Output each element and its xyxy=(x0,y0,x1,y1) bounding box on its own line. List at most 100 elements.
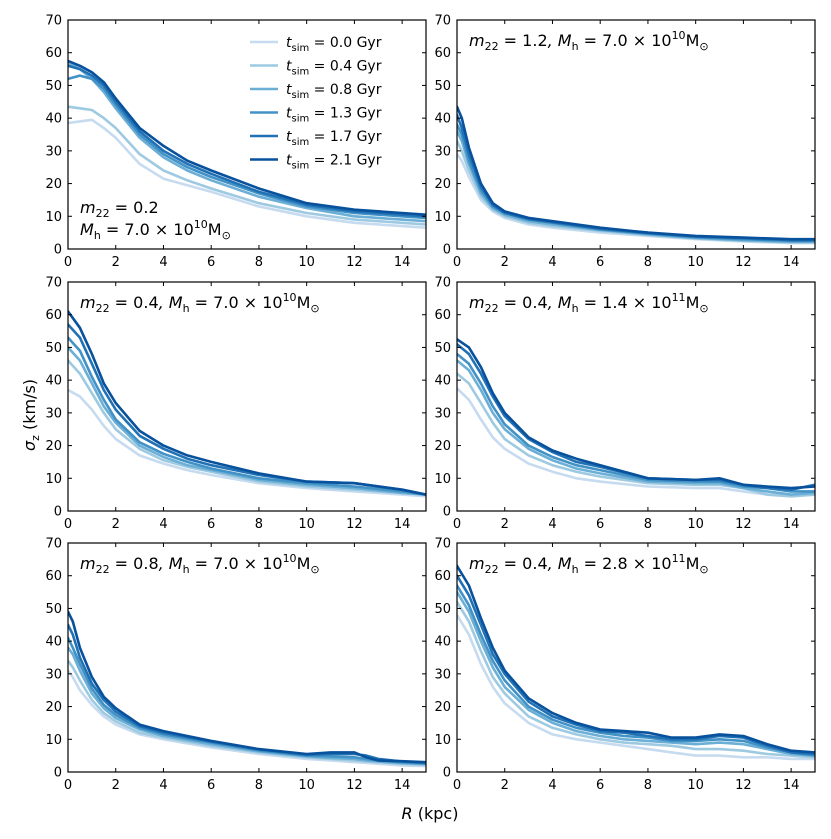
series-line-1.3gyr xyxy=(68,636,426,765)
series-line-0.0gyr xyxy=(68,388,426,498)
series-line-0.0gyr xyxy=(457,152,815,245)
series-line-0.8gyr xyxy=(457,590,815,757)
series-line-0.0gyr xyxy=(457,613,815,761)
legend-entry: tsim = 1.7 Gyr xyxy=(250,129,382,148)
panel-annotation: m22 = 0.8, Mh = 7.0 × 1010M⊙ xyxy=(80,552,320,576)
plot-frame xyxy=(456,542,816,773)
x-tick-label: 6 xyxy=(207,255,215,270)
series-line-0.4gyr xyxy=(457,600,815,759)
plot-frame xyxy=(67,281,427,512)
y-tick-label: 40 xyxy=(45,635,62,650)
legend-label: tsim = 1.3 Gyr xyxy=(286,106,382,125)
legend: tsim = 0.0 Gyr tsim = 0.4 Gyr tsim = 0.8 G… xyxy=(250,35,382,172)
series-line-1.7gyr xyxy=(68,64,426,218)
x-tick-label: 12 xyxy=(346,255,363,270)
y-tick-label: 30 xyxy=(434,667,451,682)
y-tick-label: 40 xyxy=(434,112,451,127)
series-group xyxy=(68,59,426,229)
legend-entry: tsim = 2.1 Gyr xyxy=(250,153,382,172)
x-tick-label: 10 xyxy=(687,778,704,793)
series-line-0.4gyr xyxy=(457,139,815,244)
x-tick-label: 8 xyxy=(644,517,652,532)
series-line-1.3gyr xyxy=(68,74,426,220)
panel-annotation: Mh = 7.0 × 1010M⊙ xyxy=(80,218,231,242)
x-tick-label: 2 xyxy=(112,517,120,532)
panel-2: 0 2 4 6 8 10 12 14 0 10 20 30 40 50 60 70 m22 = 1.2, Mh … xyxy=(434,14,816,270)
panel-annotation: m22 = 0.4, Mh = 1.4 × 1011M⊙ xyxy=(469,291,709,315)
y-tick-label: 50 xyxy=(434,79,451,94)
x-tick-label: 2 xyxy=(501,778,509,793)
x-tick-label: 6 xyxy=(207,778,215,793)
y-tick-label: 20 xyxy=(434,439,451,454)
y-tick-label: 40 xyxy=(45,112,62,127)
y-tick-label: 30 xyxy=(45,144,62,159)
series-line-0.8gyr xyxy=(68,346,426,496)
x-tick-label: 2 xyxy=(501,517,509,532)
series-line-0.0gyr xyxy=(68,118,426,229)
panel-1: 0 2 4 6 8 10 12 14 0 10 20 30 40 50 60 70 m22 = 0.2Mh = … xyxy=(45,14,427,270)
y-tick-label: 70 xyxy=(434,276,451,291)
axis-titles: R (kpc) σz (km/s) xyxy=(20,379,458,823)
y-tick-label: 70 xyxy=(434,14,451,29)
series-line-1.7gyr xyxy=(68,623,426,765)
x-tick-label: 14 xyxy=(783,778,800,793)
y-tick-label: 40 xyxy=(45,374,62,389)
panel-6: 0 2 4 6 8 10 12 14 0 10 20 30 40 50 60 70 m22 = 0.4, Mh … xyxy=(434,537,816,793)
y-tick-label: 50 xyxy=(45,79,62,94)
y-tick-label: 50 xyxy=(45,341,62,356)
y-tick-label: 30 xyxy=(45,406,62,421)
y-tick-label: 10 xyxy=(45,472,62,487)
y-tick-label: 20 xyxy=(45,700,62,715)
y-tick-label: 20 xyxy=(434,700,451,715)
x-tick-label: 12 xyxy=(735,778,752,793)
plot-frame xyxy=(67,19,427,250)
y-tick-label: 0 xyxy=(443,766,451,781)
y-tick-label: 50 xyxy=(434,341,451,356)
x-tick-label: 8 xyxy=(255,517,263,532)
x-tick-label: 12 xyxy=(735,517,752,532)
y-tick-label: 30 xyxy=(434,144,451,159)
series-line-2.1gyr xyxy=(457,337,815,490)
x-tick-label: 4 xyxy=(159,517,167,532)
plot-frame xyxy=(456,281,816,512)
panel-annotation: m22 = 0.4, Mh = 2.8 × 1011M⊙ xyxy=(469,552,709,576)
y-tick-label: 60 xyxy=(45,46,62,61)
x-tick-label: 14 xyxy=(394,778,411,793)
series-group xyxy=(68,310,426,498)
x-tick-label: 6 xyxy=(596,255,604,270)
series-line-0.4gyr xyxy=(68,359,426,496)
panel-annotation: m22 = 1.2, Mh = 7.0 × 1010M⊙ xyxy=(469,29,709,53)
series-group xyxy=(457,337,815,498)
legend-label: tsim = 0.8 Gyr xyxy=(286,82,382,101)
legend-entry: tsim = 0.0 Gyr xyxy=(250,35,382,54)
plot-frame xyxy=(456,19,816,250)
series-line-0.8gyr xyxy=(68,646,426,766)
y-axis-title: σz (km/s) xyxy=(20,379,42,451)
y-tick-label: 20 xyxy=(45,177,62,192)
y-tick-label: 60 xyxy=(434,308,451,323)
panel-4: 0 2 4 6 8 10 12 14 0 10 20 30 40 50 60 70 m22 = 0.4, Mh … xyxy=(434,276,816,532)
legend-entry: tsim = 1.3 Gyr xyxy=(250,106,382,125)
y-tick-label: 10 xyxy=(434,210,451,225)
series-line-1.7gyr xyxy=(457,574,815,756)
y-tick-label: 70 xyxy=(45,276,62,291)
y-tick-label: 50 xyxy=(45,602,62,617)
x-tick-label: 10 xyxy=(298,255,315,270)
x-tick-label: 8 xyxy=(255,255,263,270)
x-tick-label: 0 xyxy=(64,778,72,793)
x-tick-label: 2 xyxy=(112,255,120,270)
x-tick-label: 10 xyxy=(298,517,315,532)
y-tick-label: 40 xyxy=(434,374,451,389)
y-tick-label: 40 xyxy=(434,635,451,650)
series-line-2.1gyr xyxy=(457,564,815,754)
x-tick-label: 14 xyxy=(394,255,411,270)
x-tick-label: 8 xyxy=(255,778,263,793)
x-tick-label: 2 xyxy=(112,778,120,793)
series-line-0.4gyr xyxy=(457,372,815,498)
series-group xyxy=(68,610,426,768)
series-line-1.7gyr xyxy=(457,113,815,242)
x-tick-label: 4 xyxy=(548,778,556,793)
series-line-2.1gyr xyxy=(68,310,426,496)
y-tick-label: 70 xyxy=(45,537,62,552)
y-tick-label: 10 xyxy=(45,210,62,225)
